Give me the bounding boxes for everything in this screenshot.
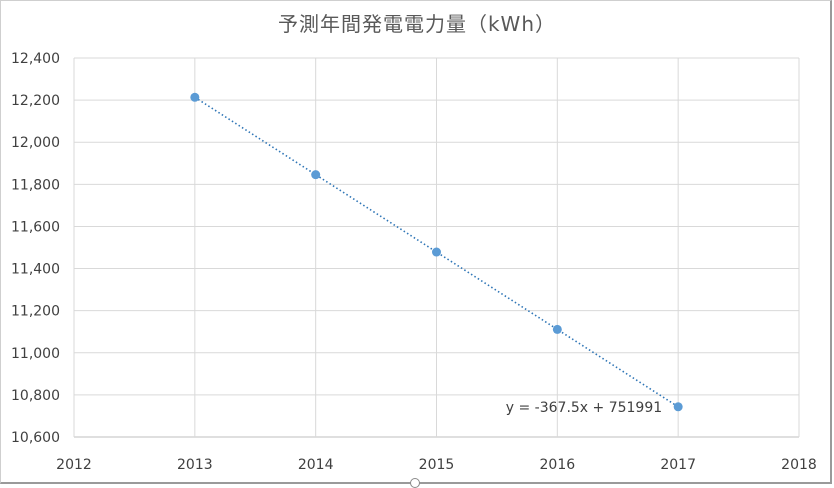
y-tick-label: 11,200 [11, 304, 60, 320]
data-points [190, 92, 683, 412]
x-axis-ticks: 2012 2013 2014 2015 2016 2017 2018 [56, 457, 817, 473]
trendline-equation: y = -367.5x + 751991 [506, 400, 662, 416]
y-tick-label: 12,200 [11, 93, 60, 109]
y-tick-label: 11,400 [11, 262, 60, 278]
data-point [190, 92, 200, 102]
y-tick-label: 10,600 [11, 430, 60, 446]
x-tick-label: 2013 [177, 457, 213, 473]
y-tick-label: 12,000 [11, 135, 60, 151]
y-tick-label: 11,000 [11, 346, 60, 362]
y-tick-label: 11,600 [11, 219, 60, 235]
x-tick-label: 2018 [781, 457, 817, 473]
x-tick-label: 2014 [298, 457, 334, 473]
x-tick-label: 2016 [540, 457, 576, 473]
data-point [673, 402, 683, 412]
data-point [552, 324, 562, 334]
annotations: y = -367.5x + 751991 [506, 400, 662, 416]
data-point [311, 170, 321, 180]
x-tick-label: 2017 [660, 457, 696, 473]
gridlines [73, 57, 800, 438]
chart-title: 予測年間発電電力量（kWh） [277, 12, 557, 36]
resize-handle[interactable] [410, 478, 420, 488]
x-tick-label: 2012 [56, 457, 92, 473]
y-tick-label: 12,400 [11, 51, 60, 67]
x-tick-label: 2015 [419, 457, 455, 473]
y-tick-label: 11,800 [11, 177, 60, 193]
y-axis-ticks: 10,600 10,800 11,000 11,200 11,400 11,600 11,8… [11, 51, 60, 446]
y-tick-label: 10,800 [11, 388, 60, 404]
data-point [432, 247, 441, 257]
